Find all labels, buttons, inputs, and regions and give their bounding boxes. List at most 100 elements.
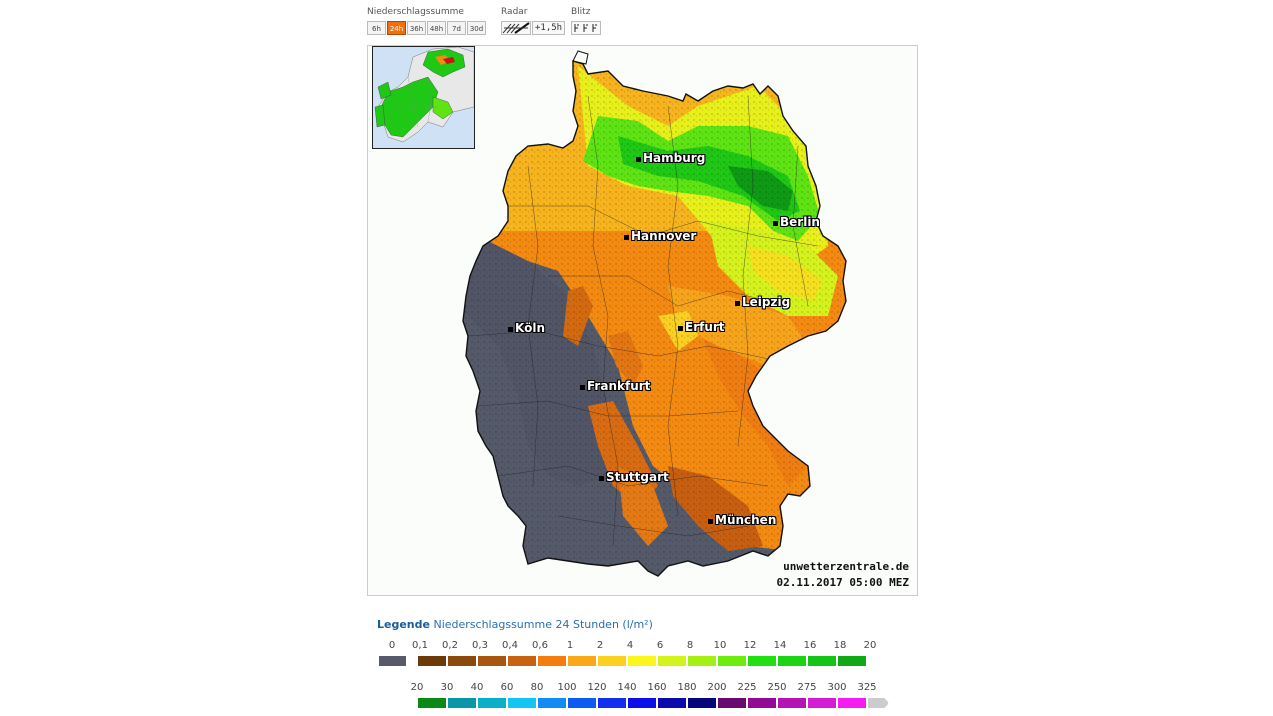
lightning-group: Blitz <box>571 6 602 35</box>
period-button-48h[interactable]: 48h <box>427 21 446 35</box>
legend-value-label: 0 <box>388 640 396 651</box>
city-label: Hamburg <box>643 151 706 165</box>
city-label: Leipzig <box>742 295 791 309</box>
legend-color-swatch <box>807 697 837 709</box>
legend-color-swatch <box>717 697 747 709</box>
city-dot-icon <box>508 327 513 332</box>
legend-color-swatch <box>567 697 597 709</box>
legend-value-label: 4 <box>626 640 634 651</box>
legend-color-swatch <box>477 655 507 667</box>
legend-value-label: 30 <box>440 682 454 693</box>
legend-value-label: 20 <box>863 640 877 651</box>
legend-value-label: 160 <box>647 682 667 693</box>
legend-title: Legende Niederschlagssumme 24 Stunden (l… <box>377 618 653 631</box>
legend-color-swatch <box>777 697 807 709</box>
legend-color-swatch <box>717 655 747 667</box>
legend-value-label: 40 <box>470 682 484 693</box>
period-selector: 6h 24h 36h 48h 7d 30d <box>367 21 487 35</box>
radar-group: Radar +1,5h <box>501 6 566 35</box>
legend-color-swatch <box>687 655 717 667</box>
period-button-30d[interactable]: 30d <box>467 21 486 35</box>
legend-value-label: 16 <box>803 640 817 651</box>
legend-color-swatch <box>807 655 837 667</box>
legend-color-swatch <box>747 697 777 709</box>
legend-value-label: 275 <box>797 682 817 693</box>
legend-color-swatch <box>597 655 627 667</box>
period-button-6h[interactable]: 6h <box>367 21 386 35</box>
legend-value-label: 225 <box>737 682 757 693</box>
legend-title-text: Niederschlagssumme 24 Stunden (l/m²) <box>433 618 653 631</box>
city-label: Stuttgart <box>606 470 669 484</box>
legend-color-swatch <box>837 697 867 709</box>
legend-value-label: 180 <box>677 682 697 693</box>
city-label: Erfurt <box>685 320 725 334</box>
europe-inset-map <box>373 47 474 148</box>
radar-icon <box>502 22 530 34</box>
legend-color-swatch <box>687 697 717 709</box>
radar-toggle-button[interactable] <box>501 21 531 35</box>
lightning-toggle-button[interactable] <box>571 21 601 35</box>
city-label: München <box>715 513 777 527</box>
legend-color-swatch <box>417 655 447 667</box>
legend-value-label: 14 <box>773 640 787 651</box>
legend-value-label: 0,1 <box>412 640 428 651</box>
legend-color-swatch <box>597 697 627 709</box>
legend-value-label: 325 <box>857 682 877 693</box>
legend-value-label: 18 <box>833 640 847 651</box>
legend-value-label: 20 <box>410 682 424 693</box>
legend-color-swatch <box>447 655 477 667</box>
city-dot-icon <box>773 221 778 226</box>
city-dot-icon <box>708 519 713 524</box>
legend-value-label: 1 <box>566 640 574 651</box>
legend-value-label: 250 <box>767 682 787 693</box>
legend-color-swatch <box>627 697 657 709</box>
period-button-24h[interactable]: 24h <box>387 21 406 35</box>
city-dot-icon <box>624 235 629 240</box>
legend-color-swatch <box>447 697 477 709</box>
germany-precip-raster <box>462 50 847 577</box>
legend-title-word: Legende <box>377 618 430 631</box>
legend-color-swatch <box>507 697 537 709</box>
legend-color-swatch <box>507 655 537 667</box>
radar-offset-button[interactable]: +1,5h <box>532 21 566 35</box>
precipitation-map[interactable]: Hamburg Berlin Hannover Leipzig Köln Erfurt Fr… <box>367 45 918 596</box>
city-dot-icon <box>678 326 683 331</box>
legend-color-swatch <box>567 655 597 667</box>
city-dot-icon <box>599 476 604 481</box>
legend-value-label: 0,2 <box>442 640 458 651</box>
legend-color-swatch <box>378 655 407 667</box>
period-button-36h[interactable]: 36h <box>407 21 426 35</box>
radar-group-label: Radar <box>501 7 528 17</box>
legend-color-swatch <box>417 697 447 709</box>
map-credit-site: unwetterzentrale.de <box>783 560 909 573</box>
europe-overview-inset[interactable] <box>372 46 475 149</box>
city-label: Frankfurt <box>587 379 651 393</box>
legend-color-swatch <box>477 697 507 709</box>
map-timestamp: 02.11.2017 05:00 MEZ <box>776 576 909 589</box>
legend-value-label: 80 <box>530 682 544 693</box>
city-dot-icon <box>735 301 740 306</box>
precip-group-label: Niederschlagssumme <box>367 7 464 17</box>
lightning-group-label: Blitz <box>571 7 591 17</box>
city-label: Hannover <box>631 229 697 243</box>
legend-value-label: 8 <box>686 640 694 651</box>
legend-color-swatch <box>747 655 777 667</box>
legend-arrow-swatch <box>867 697 889 709</box>
legend-color-swatch <box>537 697 567 709</box>
legend-value-label: 300 <box>827 682 847 693</box>
legend-value-label: 0,3 <box>472 640 488 651</box>
legend-value-label: 200 <box>707 682 727 693</box>
city-dot-icon <box>636 157 641 162</box>
period-button-7d[interactable]: 7d <box>447 21 466 35</box>
legend-value-label: 60 <box>500 682 514 693</box>
legend-value-label: 2 <box>596 640 604 651</box>
legend-color-swatch <box>627 655 657 667</box>
legend-value-label: 120 <box>587 682 607 693</box>
legend-value-label: 6 <box>656 640 664 651</box>
legend-color-swatch <box>837 655 867 667</box>
legend-value-label: 0,4 <box>502 640 518 651</box>
legend-value-label: 0,6 <box>532 640 548 651</box>
precip-group: Niederschlagssumme 6h 24h 36h 48h 7d 30d <box>367 6 487 35</box>
legend-value-label: 12 <box>743 640 757 651</box>
legend-value-label: 100 <box>557 682 577 693</box>
